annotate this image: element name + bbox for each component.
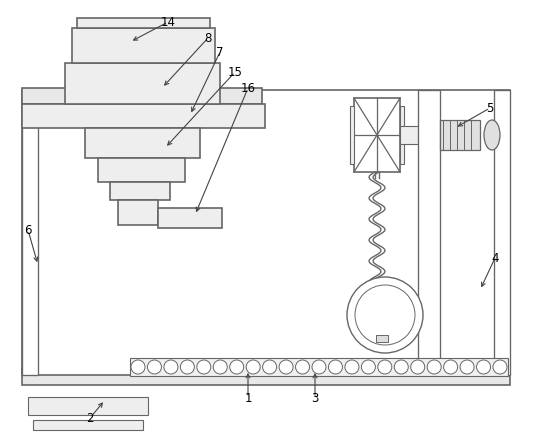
Circle shape (411, 360, 425, 374)
Bar (354, 98, 400, 172)
Bar (28, 397, 148, 415)
Circle shape (444, 360, 458, 374)
Bar (110, 182, 170, 200)
Bar (22, 90, 38, 375)
Bar (440, 120, 480, 150)
Bar (118, 200, 158, 225)
Circle shape (345, 360, 359, 374)
Text: 3: 3 (311, 392, 319, 404)
Text: 2: 2 (87, 411, 94, 425)
Circle shape (362, 360, 375, 374)
Text: 7: 7 (216, 45, 224, 59)
Circle shape (476, 360, 491, 374)
Text: 8: 8 (205, 32, 211, 44)
Circle shape (394, 360, 409, 374)
Circle shape (197, 360, 211, 374)
Circle shape (246, 360, 260, 374)
Circle shape (328, 360, 342, 374)
Circle shape (355, 285, 415, 345)
Circle shape (312, 360, 326, 374)
Bar (494, 90, 510, 375)
Circle shape (263, 360, 277, 374)
Bar (400, 106, 404, 164)
Circle shape (279, 360, 293, 374)
Bar (158, 208, 222, 228)
Bar (98, 158, 185, 182)
Bar (22, 90, 510, 375)
Text: 6: 6 (24, 224, 32, 237)
Circle shape (213, 360, 227, 374)
Ellipse shape (484, 120, 500, 150)
Circle shape (493, 360, 507, 374)
Circle shape (230, 360, 244, 374)
Bar (376, 335, 388, 342)
Text: 15: 15 (227, 66, 242, 78)
Circle shape (347, 277, 423, 353)
Bar (85, 128, 200, 158)
Circle shape (378, 360, 392, 374)
Text: 14: 14 (161, 15, 176, 29)
Bar (33, 420, 143, 430)
Circle shape (131, 360, 145, 374)
Circle shape (164, 360, 178, 374)
Circle shape (295, 360, 310, 374)
Bar (22, 368, 510, 385)
Circle shape (427, 360, 441, 374)
Bar (77, 18, 210, 28)
Bar (350, 106, 354, 164)
Text: 16: 16 (240, 81, 255, 95)
Bar (65, 63, 220, 104)
Bar (22, 88, 262, 104)
Bar (400, 126, 422, 144)
Bar (130, 358, 508, 376)
Bar (22, 104, 265, 128)
Circle shape (180, 360, 194, 374)
Bar (418, 90, 440, 375)
Circle shape (460, 360, 474, 374)
Circle shape (147, 360, 161, 374)
Text: 5: 5 (486, 102, 494, 114)
Bar (72, 28, 215, 63)
Text: 1: 1 (244, 392, 252, 404)
Text: 4: 4 (491, 252, 499, 264)
